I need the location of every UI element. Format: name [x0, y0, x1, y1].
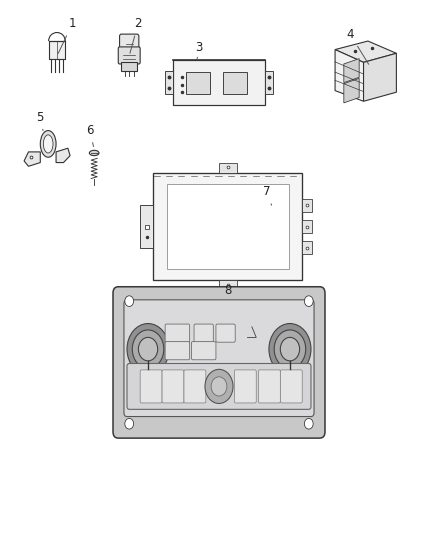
Circle shape — [211, 377, 227, 396]
Polygon shape — [344, 59, 359, 83]
FancyBboxPatch shape — [191, 342, 216, 360]
Bar — [165, 71, 173, 94]
Polygon shape — [335, 50, 364, 101]
Text: 5: 5 — [36, 111, 43, 131]
Circle shape — [205, 369, 233, 403]
FancyBboxPatch shape — [127, 364, 311, 409]
Polygon shape — [344, 78, 359, 103]
FancyBboxPatch shape — [140, 370, 162, 403]
Circle shape — [304, 296, 313, 306]
Circle shape — [138, 337, 158, 361]
Ellipse shape — [43, 135, 53, 153]
Polygon shape — [335, 41, 396, 62]
Text: 8: 8 — [224, 284, 231, 297]
FancyBboxPatch shape — [184, 370, 206, 403]
FancyBboxPatch shape — [194, 324, 213, 342]
Bar — [302, 241, 312, 254]
Bar — [302, 199, 312, 212]
FancyBboxPatch shape — [162, 370, 184, 403]
Bar — [219, 280, 237, 290]
Polygon shape — [56, 148, 70, 163]
FancyBboxPatch shape — [120, 34, 139, 52]
Bar — [186, 72, 210, 94]
FancyBboxPatch shape — [118, 47, 140, 64]
FancyBboxPatch shape — [258, 370, 280, 403]
Text: 6: 6 — [86, 124, 94, 147]
Bar — [153, 173, 302, 280]
FancyBboxPatch shape — [165, 342, 190, 360]
FancyBboxPatch shape — [124, 300, 314, 417]
Bar — [223, 72, 247, 94]
Circle shape — [274, 330, 306, 368]
Circle shape — [280, 337, 300, 361]
Circle shape — [125, 296, 134, 306]
Circle shape — [269, 324, 311, 375]
FancyBboxPatch shape — [216, 324, 235, 342]
FancyBboxPatch shape — [234, 370, 256, 403]
Bar — [121, 62, 137, 71]
Bar — [140, 205, 153, 248]
Ellipse shape — [89, 150, 99, 156]
Bar — [219, 163, 237, 173]
Bar — [265, 71, 273, 94]
Text: 3: 3 — [196, 42, 203, 59]
Bar — [167, 184, 289, 269]
FancyBboxPatch shape — [280, 370, 302, 403]
FancyBboxPatch shape — [113, 287, 325, 438]
Circle shape — [304, 418, 313, 429]
Text: 4: 4 — [346, 28, 369, 64]
Text: 7: 7 — [263, 185, 272, 205]
Circle shape — [127, 324, 169, 375]
Bar — [49, 41, 65, 59]
Text: 2: 2 — [130, 18, 142, 53]
Bar — [173, 60, 265, 106]
Circle shape — [125, 418, 134, 429]
Ellipse shape — [40, 131, 56, 157]
Polygon shape — [24, 152, 40, 166]
Polygon shape — [364, 53, 396, 101]
Bar — [302, 220, 312, 233]
Circle shape — [132, 330, 164, 368]
Text: 1: 1 — [58, 18, 76, 53]
FancyBboxPatch shape — [165, 324, 190, 342]
